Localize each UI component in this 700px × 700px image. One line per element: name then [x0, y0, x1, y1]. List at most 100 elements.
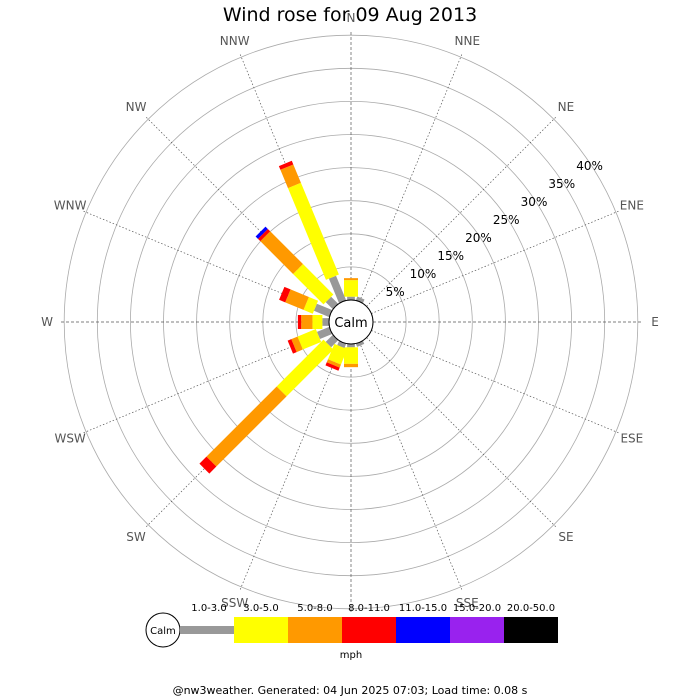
- calm-label: Calm: [334, 316, 367, 331]
- legend-swatch-6: [504, 617, 558, 643]
- chart-title: Wind rose for 09 Aug 2013: [222, 4, 478, 26]
- bar-segment-nw-1: [293, 264, 334, 305]
- bar-segment-nnw-2: [280, 164, 301, 189]
- bar-segment-nw-4: [255, 226, 268, 239]
- bar-sse: [355, 340, 365, 347]
- footer-text: @nw3weather. Generated: 04 Jun 2025 07:0…: [172, 684, 528, 697]
- bar-segment-sw-0: [325, 334, 339, 348]
- bar-segment-wnw-0: [313, 303, 333, 318]
- legend-label-1: 3.0-5.0: [243, 603, 278, 614]
- direction-label-se: SE: [558, 530, 573, 544]
- bar-segment-nw-0: [325, 296, 339, 310]
- bar-segment-w-1: [312, 315, 323, 329]
- legend-label-3: 8.0-11.0: [348, 603, 390, 614]
- ring-label-30: 30%: [521, 195, 548, 209]
- direction-label-ene: ENE: [620, 199, 644, 213]
- direction-label-nnw: NNW: [220, 34, 250, 48]
- bar-segment-nw-3: [257, 228, 271, 242]
- ring-label-10: 10%: [410, 267, 437, 281]
- ring-label-40: 40%: [576, 159, 603, 173]
- bar-segment-wnw-1: [303, 296, 319, 314]
- spoke-ne: [366, 116, 557, 307]
- ring-label-5: 5%: [386, 285, 405, 299]
- bar-segment-s-1: [344, 347, 358, 364]
- bar-segment-wsw-0: [316, 326, 333, 340]
- legend-swatch-0: [180, 626, 234, 634]
- bar-segment-wsw-2: [291, 336, 303, 353]
- grid-ring-5: [295, 266, 407, 378]
- bar-segment-ssw-0: [337, 340, 347, 349]
- bar-segment-wsw-1: [297, 329, 322, 350]
- bar-s: [344, 344, 358, 368]
- direction-label-w: W: [41, 315, 53, 329]
- spoke-wsw: [82, 330, 331, 434]
- legend-swatch-2: [288, 617, 342, 643]
- spoke-ssw: [239, 342, 343, 591]
- bar-segment-wnw-3: [279, 286, 291, 303]
- bar-segment-sw-3: [199, 456, 217, 474]
- bar-segment-nw-2: [260, 231, 303, 274]
- bar-segment-s-2: [344, 363, 358, 368]
- spoke-nw: [145, 116, 336, 307]
- bar-segment-sse-0: [355, 340, 365, 347]
- ring-label-15: 15%: [437, 249, 464, 263]
- spoke-ese: [371, 330, 620, 434]
- direction-label-wsw: WSW: [54, 431, 85, 445]
- direction-label-e: E: [651, 315, 659, 329]
- bar-segment-nnw-3: [278, 160, 294, 170]
- bar-segment-nnw-0: [328, 275, 347, 304]
- legend: Calm 1.0-3.0 3.0-5.0 5.0-8.0 8.0-11.0 11.0-15…: [145, 603, 558, 661]
- grid-ring-40: [63, 34, 639, 610]
- spoke-sse: [359, 342, 463, 591]
- bar-segment-n-1: [344, 280, 358, 297]
- direction-label-nw: NW: [126, 100, 147, 114]
- direction-label-sse: SSE: [456, 596, 479, 610]
- direction-label-ne: NE: [558, 100, 575, 114]
- legend-label-6: 20.0-50.0: [507, 603, 555, 614]
- spokes: NNNENEENEEESESESSESSSWSWWSWWWNWNWNNW: [41, 11, 659, 633]
- bar-segment-ssw-2: [326, 359, 341, 368]
- direction-label-ese: ESE: [620, 431, 643, 445]
- bar-segment-sw-2: [206, 386, 287, 467]
- bar-sw: [199, 334, 339, 474]
- bar-wsw: [287, 326, 333, 354]
- bar-nnw: [278, 160, 347, 304]
- legend-swatch-3: [342, 617, 396, 643]
- bar-segment-ssw-3: [325, 362, 340, 371]
- legend-label-4: 11.0-15.0: [399, 603, 447, 614]
- direction-label-sw: SW: [126, 530, 146, 544]
- legend-label-5: 15.0-20.0: [453, 603, 501, 614]
- ring-labels: 5% 10%15%20%25%30%35%40%: [386, 159, 603, 299]
- direction-label-ssw: SSW: [221, 596, 248, 610]
- bar-segment-w-3: [297, 315, 302, 329]
- ring-label-35: 35%: [548, 177, 575, 191]
- bar-segment-sw-1: [276, 339, 334, 397]
- legend-unit: mph: [340, 650, 362, 661]
- bar-segment-wsw-3: [287, 339, 297, 354]
- spoke-nne: [359, 53, 463, 302]
- bar-segment-n-2: [344, 278, 358, 281]
- bar-n: [344, 278, 358, 300]
- bar-segment-w-2: [301, 315, 313, 329]
- bar-nw: [255, 226, 339, 310]
- bar-segment-n-0: [347, 296, 355, 300]
- direction-label-nne: NNE: [455, 34, 481, 48]
- ring-label-20: 20%: [465, 231, 492, 245]
- spoke-wnw: [82, 210, 331, 314]
- wind-bars: [199, 160, 365, 474]
- bar-segment-nne-0: [355, 296, 365, 304]
- spoke-ene: [371, 210, 620, 314]
- bar-segment-nnw-1: [287, 182, 339, 280]
- bar-segment-s-0: [347, 344, 355, 348]
- direction-label-n: N: [347, 11, 356, 25]
- ring-label-25: 25%: [493, 213, 520, 227]
- legend-label-2: 5.0-8.0: [297, 603, 332, 614]
- bar-w: [297, 315, 329, 329]
- bar-segment-wnw-2: [285, 289, 309, 310]
- legend-swatch-5: [450, 617, 504, 643]
- legend-label-0: 1.0-3.0: [191, 603, 226, 614]
- direction-label-wnw: WNW: [54, 199, 87, 213]
- bar-wnw: [279, 286, 333, 318]
